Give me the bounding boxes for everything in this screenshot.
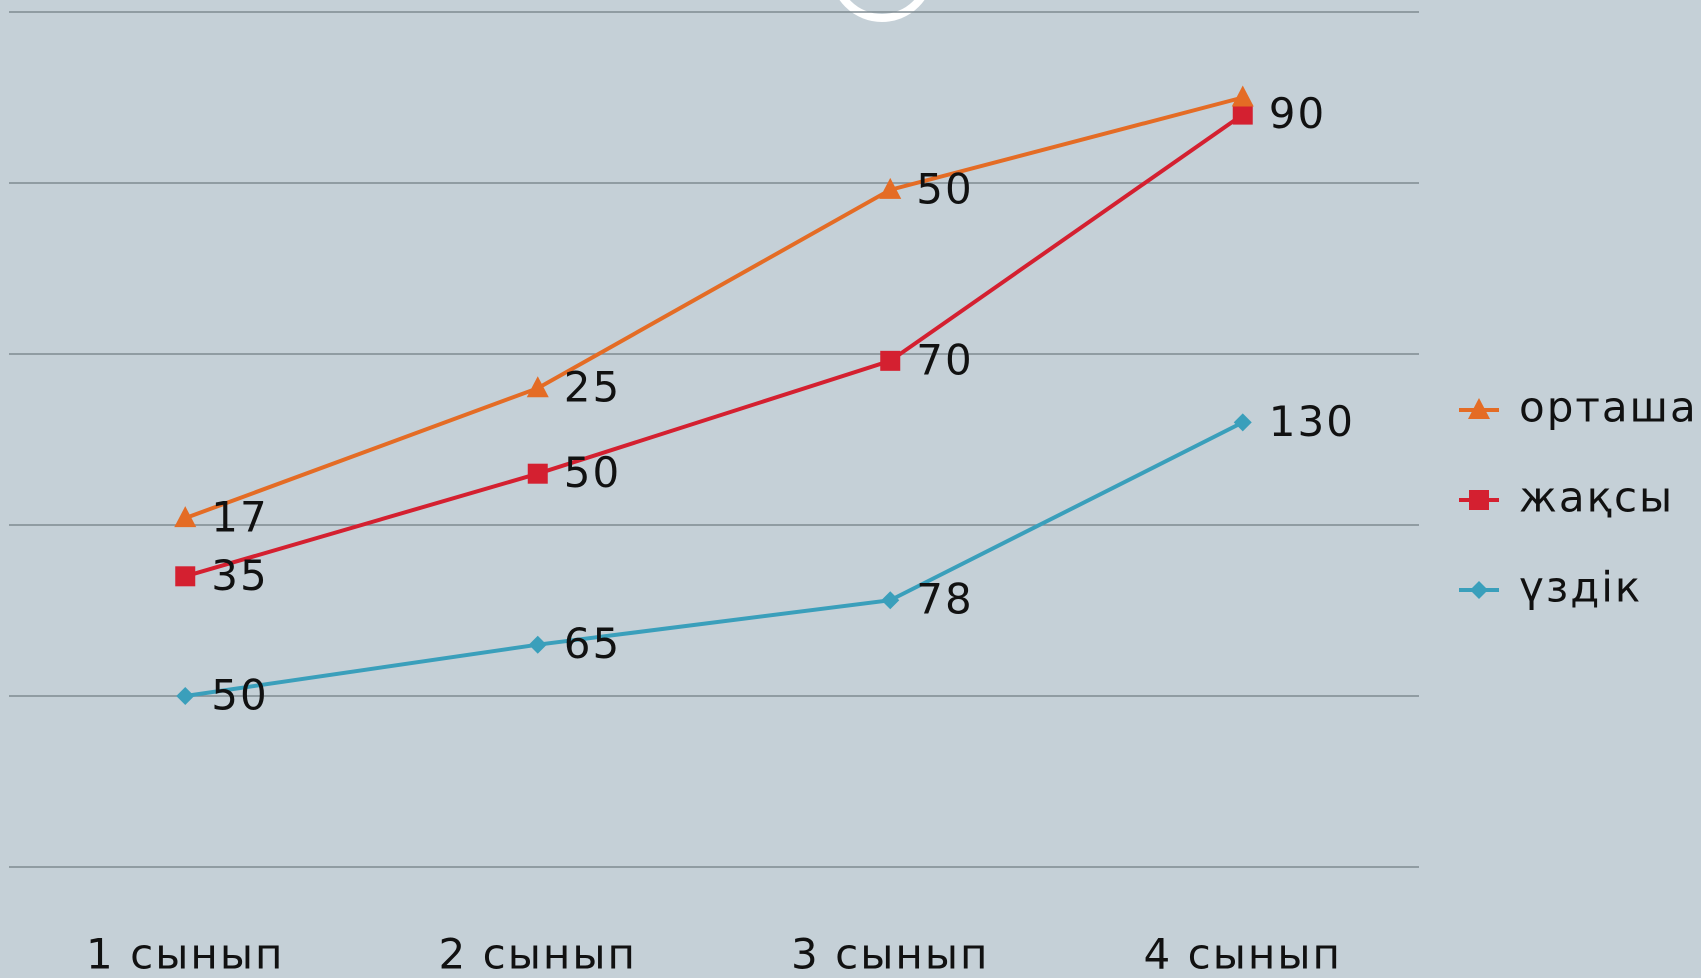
point [879, 177, 902, 199]
data-label: 35 [211, 551, 268, 600]
line [184, 112, 1244, 579]
point [1232, 104, 1253, 125]
data-label: 50 [211, 671, 268, 720]
legend-marker [1469, 490, 1489, 510]
data-label: 70 [916, 335, 973, 384]
point [526, 376, 549, 398]
x-tick-label: 3 сынып [791, 930, 989, 978]
legend-label: жақсы [1519, 473, 1674, 522]
point [880, 350, 901, 371]
legend-label: үздік [1519, 563, 1642, 612]
point [881, 591, 900, 610]
point [175, 566, 196, 587]
data-label: 50 [564, 448, 621, 497]
data-label: 65 [564, 619, 621, 668]
data-label: 90 [1269, 89, 1326, 138]
x-tick-label: 2 сынып [439, 930, 637, 978]
point [174, 506, 197, 528]
point [176, 687, 195, 705]
point [527, 463, 548, 484]
point [1231, 85, 1254, 107]
line [184, 420, 1244, 698]
data-label: 78 [916, 575, 973, 624]
line [184, 95, 1244, 521]
legend-marker [1470, 581, 1488, 599]
point [528, 635, 547, 654]
legend-marker [1468, 398, 1490, 419]
x-tick-label: 4 сынып [1144, 930, 1342, 978]
data-label: 25 [564, 363, 621, 412]
data-label: 130 [1269, 397, 1355, 446]
x-tick-label: 1 сынып [86, 930, 284, 978]
data-label: 50 [916, 164, 973, 213]
point [1233, 413, 1252, 432]
data-label: 17 [211, 493, 268, 542]
decoration [839, 0, 925, 22]
legend-label: орташа [1519, 383, 1698, 432]
